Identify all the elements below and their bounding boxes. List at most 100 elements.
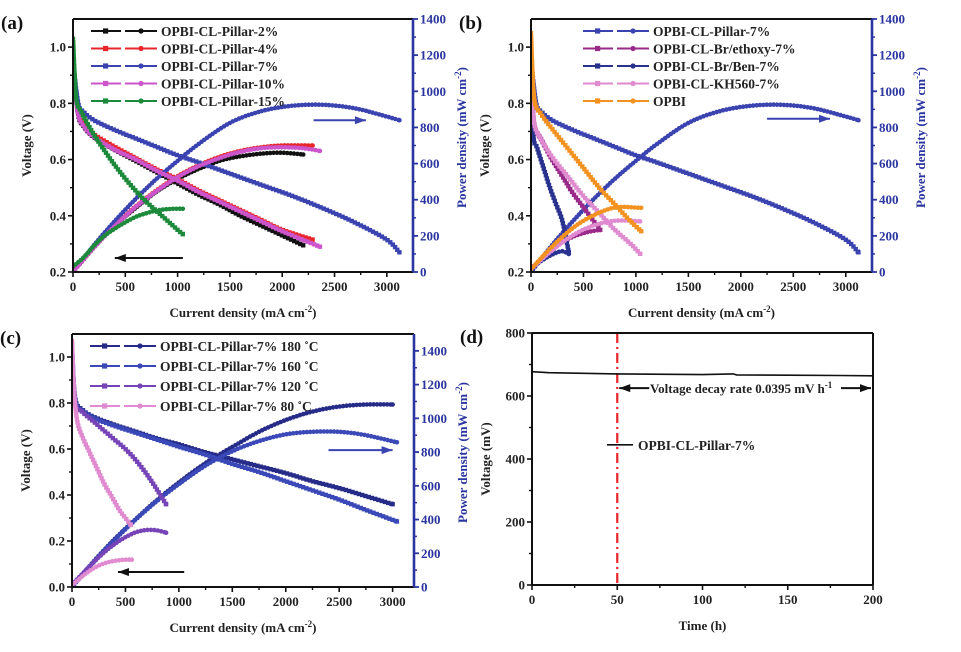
series-2-voltage-point	[174, 152, 179, 158]
series-0-power-point	[764, 102, 770, 107]
series-4-voltage-point	[590, 177, 595, 182]
series-0-voltage-point	[294, 474, 299, 479]
series-2-voltage-point	[216, 167, 221, 172]
series-3-voltage-point	[164, 173, 169, 178]
series-3-voltage-point	[228, 204, 233, 209]
series-2-voltage-point	[155, 145, 161, 150]
series-1-voltage-point	[107, 421, 112, 427]
series-4-voltage-point	[531, 61, 535, 66]
series-4-voltage-point	[531, 78, 535, 83]
series-4-voltage-point	[120, 172, 125, 177]
x-tick-label: 500	[116, 279, 136, 294]
series-3-voltage-point	[109, 145, 114, 151]
series-3-voltage-point	[148, 165, 154, 170]
series-2-voltage-point	[143, 140, 148, 145]
series-3-voltage-point	[114, 502, 119, 508]
series-0-power-point	[351, 402, 356, 408]
series-0-voltage-point	[620, 147, 625, 153]
series-0-voltage-point	[545, 115, 550, 120]
legend-label: OPBI-CL-Pillar-7%	[653, 24, 770, 39]
series-0-voltage-point	[719, 183, 724, 188]
series-0-voltage-point	[251, 220, 257, 225]
series-1-power-point	[311, 429, 316, 435]
series-2-voltage-point	[312, 202, 317, 207]
series-3-voltage-point	[182, 182, 187, 187]
series-0-voltage-point	[849, 241, 854, 247]
series-2-power-point	[299, 102, 305, 108]
y-tick-label: 0.2	[508, 265, 524, 280]
series-4-voltage-point	[540, 113, 545, 118]
series-1-voltage-point	[333, 496, 338, 501]
series-4-voltage-point	[170, 223, 175, 228]
annotation-arrow-right-head	[860, 384, 871, 393]
series-2-voltage-point	[280, 190, 285, 195]
series-2-voltage-point	[558, 214, 564, 219]
series-3-voltage-point	[209, 196, 214, 201]
series-4-voltage-point	[560, 140, 566, 145]
series-4-voltage-point	[74, 97, 79, 102]
series-0-power-point	[801, 104, 807, 110]
series-2-power-point	[275, 105, 281, 110]
series-2-power-point	[336, 103, 342, 109]
series-2-voltage-point	[557, 211, 563, 216]
series-0-voltage-point	[297, 475, 303, 480]
y-axis-title: Voltage (V)	[19, 114, 34, 177]
series-4-voltage-point	[531, 54, 534, 59]
series-4-voltage-point	[73, 36, 76, 41]
legend-label: OPBI-CL-Pillar-10%	[161, 77, 285, 92]
series-1-voltage-point	[568, 186, 573, 192]
legend-marker-square	[102, 403, 108, 409]
series-3-voltage-point	[583, 195, 588, 201]
y2-tick-label: 0	[421, 580, 428, 595]
series-3-voltage-point	[585, 198, 590, 203]
series-1-voltage-point	[294, 482, 299, 488]
series-0-voltage-point	[807, 218, 813, 223]
legend-item: OPBI-CL-Pillar-7% 160 ˚C	[90, 359, 318, 374]
series-3-voltage-point	[572, 182, 577, 188]
series-0-power-point	[254, 151, 259, 157]
series-2-voltage-point	[267, 185, 272, 191]
series-1-voltage-point	[349, 502, 354, 507]
legend-item: OPBI	[583, 94, 686, 109]
series-0-voltage-point	[843, 237, 849, 242]
series-3-voltage-point	[77, 116, 82, 122]
series-0-voltage-point	[248, 218, 254, 224]
series-3-voltage-point	[72, 362, 76, 367]
series-4-voltage-point	[113, 164, 119, 169]
series-0-voltage-point	[700, 176, 705, 181]
series-3-voltage-point	[167, 174, 172, 179]
series-2-voltage-point	[550, 192, 555, 197]
series-2-voltage-point	[302, 198, 308, 203]
y2-tick-label: 600	[420, 156, 440, 171]
series-1-voltage-point	[566, 184, 571, 189]
series-4-power-point	[157, 207, 162, 213]
series-1-voltage-point	[181, 446, 186, 451]
series-1-power-point	[310, 143, 315, 148]
series-2-voltage-point	[152, 143, 157, 149]
series-0-voltage-point	[813, 221, 819, 226]
y2-tick-label: 1000	[879, 84, 905, 99]
series-3-voltage-point	[206, 194, 211, 199]
legend-marker-circle	[138, 98, 144, 104]
series-2-voltage-point	[219, 168, 224, 173]
series-0-voltage-point	[233, 211, 238, 216]
series-0-power-point	[300, 152, 306, 157]
series-2-voltage-point	[100, 427, 105, 432]
series-4-voltage-point	[103, 150, 109, 155]
series-3-voltage-point	[212, 197, 217, 202]
y2-tick-label: 0	[420, 265, 427, 280]
series-0-power-point	[344, 403, 349, 409]
plot-area	[73, 36, 402, 272]
series-0-voltage-point	[197, 192, 202, 198]
series-3-voltage-point	[80, 436, 86, 441]
series-0-voltage-point	[288, 472, 293, 477]
x-tick-label: 500	[116, 594, 136, 609]
series-0-power-point	[357, 402, 363, 408]
series-1-voltage-point	[116, 425, 122, 430]
series-0-voltage-point	[235, 458, 240, 463]
x-axis-title: Current density (mA cm-2)	[169, 304, 316, 320]
series-3-voltage-point	[154, 168, 160, 174]
series-0-power-point	[288, 151, 293, 156]
series-1-voltage-point	[297, 483, 303, 489]
series-2-voltage-point	[379, 234, 385, 239]
